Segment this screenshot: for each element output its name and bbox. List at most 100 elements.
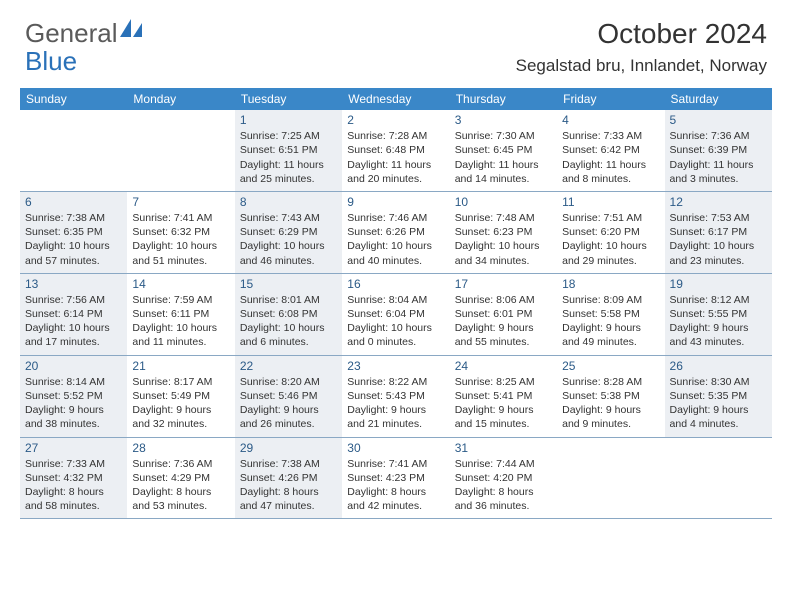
day-number: 19: [670, 276, 767, 292]
daylight2-text: and 40 minutes.: [347, 254, 444, 268]
sunset-text: Sunset: 6:39 PM: [670, 143, 767, 157]
daylight2-text: and 51 minutes.: [132, 254, 229, 268]
day-cell: 10Sunrise: 7:48 AMSunset: 6:23 PMDayligh…: [450, 192, 557, 273]
sunrise-text: Sunrise: 7:41 AM: [347, 457, 444, 471]
day-number: 5: [670, 112, 767, 128]
sunrise-text: Sunrise: 7:41 AM: [132, 211, 229, 225]
sunset-text: Sunset: 6:29 PM: [240, 225, 337, 239]
sunrise-text: Sunrise: 8:14 AM: [25, 375, 122, 389]
logo-text-general: General: [25, 18, 118, 49]
daylight2-text: and 46 minutes.: [240, 254, 337, 268]
sunset-text: Sunset: 6:45 PM: [455, 143, 552, 157]
sunrise-text: Sunrise: 7:33 AM: [25, 457, 122, 471]
daylight1-text: Daylight: 11 hours: [240, 158, 337, 172]
day-header-monday: Monday: [127, 88, 234, 110]
daylight1-text: Daylight: 9 hours: [25, 403, 122, 417]
daylight1-text: Daylight: 10 hours: [347, 321, 444, 335]
daylight2-text: and 29 minutes.: [562, 254, 659, 268]
sunset-text: Sunset: 5:41 PM: [455, 389, 552, 403]
daylight2-text: and 42 minutes.: [347, 499, 444, 513]
daylight1-text: Daylight: 8 hours: [132, 485, 229, 499]
daylight1-text: Daylight: 9 hours: [670, 403, 767, 417]
day-number: 1: [240, 112, 337, 128]
day-cell: 9Sunrise: 7:46 AMSunset: 6:26 PMDaylight…: [342, 192, 449, 273]
day-number: 21: [132, 358, 229, 374]
sunset-text: Sunset: 6:35 PM: [25, 225, 122, 239]
week-row: 6Sunrise: 7:38 AMSunset: 6:35 PM Daylight…: [20, 192, 772, 274]
sunrise-text: Sunrise: 7:53 AM: [670, 211, 767, 225]
daylight2-text: and 47 minutes.: [240, 499, 337, 513]
sunset-text: Sunset: 6:26 PM: [347, 225, 444, 239]
daylight2-text: and 55 minutes.: [455, 335, 552, 349]
daylight1-text: Daylight: 10 hours: [455, 239, 552, 253]
daylight1-text: Daylight: 8 hours: [240, 485, 337, 499]
sunset-text: Sunset: 6:04 PM: [347, 307, 444, 321]
sunset-text: Sunset: 4:20 PM: [455, 471, 552, 485]
day-header-sunday: Sunday: [20, 88, 127, 110]
sunrise-text: Sunrise: 8:20 AM: [240, 375, 337, 389]
day-cell: [557, 438, 664, 519]
day-number: 4: [562, 112, 659, 128]
sunrise-text: Sunrise: 7:56 AM: [25, 293, 122, 307]
daylight1-text: Daylight: 10 hours: [240, 239, 337, 253]
daylight1-text: Daylight: 10 hours: [132, 239, 229, 253]
day-number: 23: [347, 358, 444, 374]
daylight2-text: and 15 minutes.: [455, 417, 552, 431]
sunset-text: Sunset: 6:23 PM: [455, 225, 552, 239]
day-cell: 7Sunrise: 7:41 AMSunset: 6:32 PMDaylight…: [127, 192, 234, 273]
day-cell: 22Sunrise: 8:20 AMSunset: 5:46 PMDayligh…: [235, 356, 342, 437]
daylight2-text: and 57 minutes.: [25, 254, 122, 268]
day-cell: 6Sunrise: 7:38 AMSunset: 6:35 PMDaylight…: [20, 192, 127, 273]
day-cell: 28Sunrise: 7:36 AMSunset: 4:29 PMDayligh…: [127, 438, 234, 519]
sunrise-text: Sunrise: 8:01 AM: [240, 293, 337, 307]
daylight1-text: Daylight: 8 hours: [347, 485, 444, 499]
sunrise-text: Sunrise: 7:43 AM: [240, 211, 337, 225]
day-number: 22: [240, 358, 337, 374]
sunrise-text: Sunrise: 7:28 AM: [347, 129, 444, 143]
daylight1-text: Daylight: 10 hours: [562, 239, 659, 253]
daylight2-text: and 49 minutes.: [562, 335, 659, 349]
daylight1-text: Daylight: 9 hours: [347, 403, 444, 417]
daylight2-text: and 53 minutes.: [132, 499, 229, 513]
day-cell: 26Sunrise: 8:30 AMSunset: 5:35 PMDayligh…: [665, 356, 772, 437]
day-number: 2: [347, 112, 444, 128]
daylight2-text: and 17 minutes.: [25, 335, 122, 349]
logo: General: [25, 18, 142, 49]
day-cell: [20, 110, 127, 191]
sunset-text: Sunset: 4:23 PM: [347, 471, 444, 485]
daylight1-text: Daylight: 9 hours: [240, 403, 337, 417]
daylight2-text: and 43 minutes.: [670, 335, 767, 349]
logo-sail-icon: [120, 19, 142, 37]
sunrise-text: Sunrise: 8:04 AM: [347, 293, 444, 307]
week-row: 27Sunrise: 7:33 AMSunset: 4:32 PMDayligh…: [20, 438, 772, 520]
daylight2-text: and 58 minutes.: [25, 499, 122, 513]
day-number: 17: [455, 276, 552, 292]
day-cell: 3Sunrise: 7:30 AMSunset: 6:45 PMDaylight…: [450, 110, 557, 191]
day-cell: 5Sunrise: 7:36 AMSunset: 6:39 PMDaylight…: [665, 110, 772, 191]
day-number: 18: [562, 276, 659, 292]
day-cell: 21Sunrise: 8:17 AMSunset: 5:49 PMDayligh…: [127, 356, 234, 437]
daylight2-text: and 34 minutes.: [455, 254, 552, 268]
day-cell: 31Sunrise: 7:44 AMSunset: 4:20 PMDayligh…: [450, 438, 557, 519]
sunset-text: Sunset: 6:20 PM: [562, 225, 659, 239]
sunrise-text: Sunrise: 7:38 AM: [25, 211, 122, 225]
day-number: 29: [240, 440, 337, 456]
day-number: 20: [25, 358, 122, 374]
day-cell: 18Sunrise: 8:09 AMSunset: 5:58 PMDayligh…: [557, 274, 664, 355]
daylight1-text: Daylight: 10 hours: [347, 239, 444, 253]
day-cell: 2Sunrise: 7:28 AMSunset: 6:48 PMDaylight…: [342, 110, 449, 191]
daylight1-text: Daylight: 11 hours: [562, 158, 659, 172]
day-header-friday: Friday: [557, 88, 664, 110]
sunrise-text: Sunrise: 7:38 AM: [240, 457, 337, 471]
sunrise-text: Sunrise: 7:25 AM: [240, 129, 337, 143]
sunrise-text: Sunrise: 7:33 AM: [562, 129, 659, 143]
day-number: 6: [25, 194, 122, 210]
day-cell: 1Sunrise: 7:25 AMSunset: 6:51 PMDaylight…: [235, 110, 342, 191]
daylight1-text: Daylight: 9 hours: [455, 321, 552, 335]
daylight2-text: and 26 minutes.: [240, 417, 337, 431]
logo-text-blue: Blue: [25, 46, 77, 77]
daylight1-text: Daylight: 9 hours: [132, 403, 229, 417]
daylight2-text: and 8 minutes.: [562, 172, 659, 186]
sunset-text: Sunset: 4:26 PM: [240, 471, 337, 485]
sunset-text: Sunset: 6:48 PM: [347, 143, 444, 157]
